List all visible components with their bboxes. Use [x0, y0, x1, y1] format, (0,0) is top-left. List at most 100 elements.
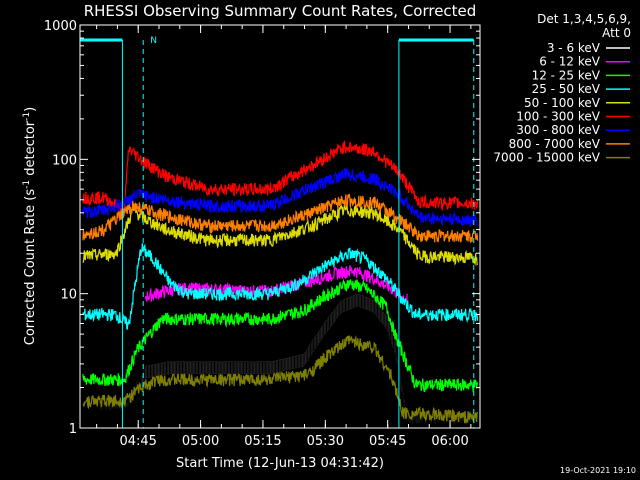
series-point — [360, 295, 363, 308]
series-point — [158, 363, 160, 376]
series-point — [171, 361, 173, 374]
series-point — [290, 356, 293, 370]
series-point — [279, 359, 281, 372]
series-point — [254, 361, 256, 374]
series-point — [222, 361, 224, 374]
marker-layer: N — [80, 36, 475, 428]
series-point — [226, 361, 229, 374]
legend-label: 100 - 300 keV — [516, 110, 600, 124]
series-point — [318, 330, 321, 343]
series-point — [283, 358, 286, 371]
series-point — [388, 323, 390, 336]
series-point — [373, 300, 376, 313]
series-point — [384, 314, 386, 327]
series-point — [355, 294, 357, 307]
plot-frame — [79, 24, 481, 429]
series-point — [391, 331, 393, 344]
series-point — [208, 361, 210, 374]
series-point — [381, 310, 383, 323]
series-point — [365, 297, 367, 310]
y-label-part: detector — [23, 120, 38, 180]
series-point — [235, 361, 237, 374]
series-point — [238, 361, 240, 374]
series-point — [229, 361, 232, 374]
series-point — [315, 335, 318, 348]
series-point — [165, 361, 168, 375]
series-point — [379, 308, 382, 321]
series-point — [328, 316, 331, 329]
series-point — [143, 369, 146, 382]
series-point — [189, 361, 191, 374]
series-black-highlight — [141, 294, 396, 389]
series-point — [317, 332, 319, 346]
series-point — [266, 361, 268, 374]
series-point — [331, 312, 334, 325]
legend-label: 6 - 12 keV — [539, 55, 601, 69]
series-point — [167, 361, 169, 374]
series-point — [392, 335, 395, 348]
series-point — [203, 361, 205, 374]
series-point — [161, 362, 163, 375]
series-line — [82, 243, 479, 330]
series-point — [221, 361, 223, 374]
series-line — [82, 278, 479, 393]
series-point — [197, 361, 200, 374]
series-point — [347, 297, 350, 310]
series-point — [322, 324, 325, 337]
series-point — [330, 314, 332, 327]
series-point — [296, 355, 299, 368]
series-point — [394, 339, 396, 352]
series-point — [157, 363, 159, 376]
legend-label: 3 - 6 keV — [547, 41, 601, 55]
series-point — [286, 357, 289, 371]
series-point — [264, 361, 267, 374]
series-point — [232, 361, 235, 374]
series-point — [209, 361, 211, 374]
series-point — [269, 361, 271, 374]
series-line — [82, 335, 479, 424]
series-point — [215, 361, 217, 374]
series-point — [282, 359, 284, 372]
series-point — [359, 294, 361, 307]
chart-title: RHESSI Observing Summary Count Rates, Co… — [84, 2, 477, 20]
series-point — [224, 361, 226, 374]
series-point — [181, 361, 184, 374]
series-point — [145, 366, 147, 379]
series-point — [258, 361, 261, 374]
series-point — [192, 361, 194, 374]
y-tick-label: 100 — [52, 153, 77, 168]
series-point — [299, 354, 302, 368]
series-point — [327, 318, 329, 331]
series-point — [366, 297, 369, 310]
series-point — [183, 361, 185, 374]
series-point — [336, 306, 338, 319]
series-point — [304, 352, 306, 365]
series-point — [320, 328, 322, 341]
series-point — [276, 360, 278, 373]
series-point — [186, 361, 188, 374]
y-tick-label: 1000 — [44, 19, 77, 34]
series-point — [338, 302, 341, 315]
series-point — [210, 361, 213, 374]
series-point — [298, 355, 300, 368]
series-line — [82, 203, 479, 266]
series-point — [267, 361, 270, 374]
series-point — [205, 361, 207, 374]
series-point — [311, 341, 313, 354]
series-point — [170, 361, 172, 374]
series-point — [184, 361, 187, 374]
x-tick-label: 05:15 — [244, 434, 281, 449]
series-point — [155, 364, 157, 377]
legend-label: 800 - 7000 keV — [509, 137, 601, 151]
series-point — [273, 361, 275, 374]
series-point — [349, 297, 351, 310]
series-point — [168, 361, 171, 374]
legend-attenuator: Att 0 — [602, 26, 631, 40]
series-point — [151, 364, 153, 378]
x-axis-label: Start Time (12-Jun-13 04:31:42) — [176, 456, 384, 471]
series-point — [334, 308, 337, 321]
series-point — [301, 354, 303, 367]
series-point — [302, 354, 305, 367]
series-point — [382, 312, 385, 325]
